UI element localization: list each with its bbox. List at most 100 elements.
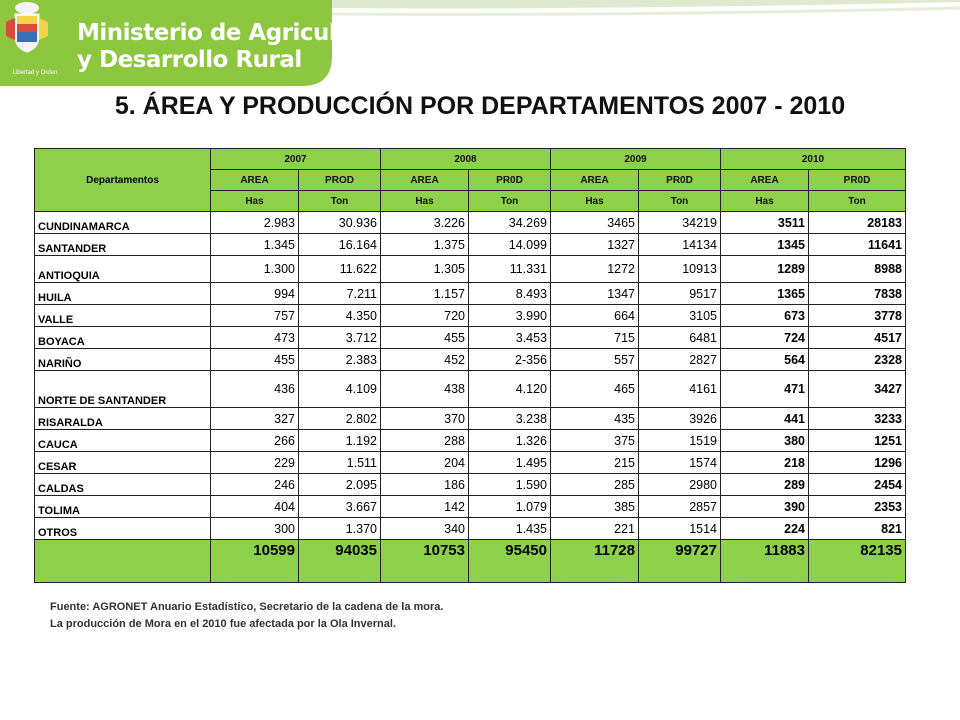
department-name: NORTE DE SANTANDER: [34, 370, 211, 408]
ministry-banner: Libertad y Orden Ministerio de Agricultu…: [0, 0, 960, 88]
department-name: BOYACA: [34, 326, 211, 349]
table-row: VALLE 757 4.350 720 3.990 664 3105 673 3778: [34, 304, 906, 327]
value-cell: 14134: [638, 233, 721, 256]
production-table: Departamentos 2007 2008 2009 2010 AREA P…: [34, 148, 906, 583]
value-cell: 436: [210, 370, 299, 408]
value-cell: 1.495: [468, 451, 551, 474]
value-cell: 34.269: [468, 211, 551, 234]
value-cell: 1327: [550, 233, 639, 256]
measure-header: PROD: [298, 169, 381, 191]
value-cell: 1.511: [298, 451, 381, 474]
value-cell: 6481: [638, 326, 721, 349]
value-cell: 246: [210, 473, 299, 496]
table-row: CESAR 229 1.511 204 1.495 215 1574 218 1296: [34, 451, 906, 474]
totals-row: 10599 94035 10753 95450 11728 99727 1188…: [34, 539, 906, 583]
value-cell: 3926: [638, 407, 721, 430]
department-name: NARIÑO: [34, 348, 211, 371]
unit-header: Has: [380, 190, 469, 212]
value-cell: 455: [210, 348, 299, 371]
value-cell: 452: [380, 348, 469, 371]
value-cell: 3.990: [468, 304, 551, 327]
value-cell: 1574: [638, 451, 721, 474]
value-cell: 1.590: [468, 473, 551, 496]
value-cell: 438: [380, 370, 469, 408]
value-cell: 2.383: [298, 348, 381, 371]
value-cell: 4.109: [298, 370, 381, 408]
measure-header: AREA: [380, 169, 469, 191]
value-cell: 2.802: [298, 407, 381, 430]
table-row: CAUCA 266 1.192 288 1.326 375 1519 380 1251: [34, 429, 906, 452]
value-cell: 11.331: [468, 255, 551, 283]
value-cell: 3.453: [468, 326, 551, 349]
unit-header-row: Has Ton Has Ton Has Ton Has Ton: [35, 190, 906, 212]
measure-header: PR0D: [638, 169, 721, 191]
year-header: 2008: [380, 148, 551, 170]
value-cell: 1.192: [298, 429, 381, 452]
ministry-name: Ministerio de Agricultura y Desarrollo R…: [77, 20, 389, 74]
value-cell: 3511: [720, 211, 809, 234]
value-cell: 2.095: [298, 473, 381, 496]
department-name: OTROS: [34, 517, 211, 540]
total-cell: 94035: [298, 539, 381, 583]
unit-header: Ton: [298, 190, 381, 212]
value-cell: 288: [380, 429, 469, 452]
value-cell: 3.238: [468, 407, 551, 430]
value-cell: 994: [210, 282, 299, 305]
total-cell: 95450: [468, 539, 551, 583]
value-cell: 34219: [638, 211, 721, 234]
value-cell: 380: [720, 429, 809, 452]
department-name: CAUCA: [34, 429, 211, 452]
department-name: ANTIOQUIA: [34, 255, 211, 283]
value-cell: 2857: [638, 495, 721, 518]
value-cell: 4161: [638, 370, 721, 408]
value-cell: 435: [550, 407, 639, 430]
table-row: SANTANDER 1.345 16.164 1.375 14.099 1327 14134…: [34, 233, 906, 256]
value-cell: 10913: [638, 255, 721, 283]
value-cell: 465: [550, 370, 639, 408]
value-cell: 1.435: [468, 517, 551, 540]
value-cell: 7.211: [298, 282, 381, 305]
value-cell: 821: [808, 517, 906, 540]
total-cell: 99727: [638, 539, 721, 583]
value-cell: 3105: [638, 304, 721, 327]
value-cell: 1.345: [210, 233, 299, 256]
value-cell: 1347: [550, 282, 639, 305]
value-cell: 8.493: [468, 282, 551, 305]
department-name: SANTANDER: [34, 233, 211, 256]
value-cell: 3.667: [298, 495, 381, 518]
page-title: 5. ÁREA Y PRODUCCIÓN POR DEPARTAMENTOS 2…: [114, 92, 846, 120]
value-cell: 2-356: [468, 348, 551, 371]
year-header-row: Departamentos 2007 2008 2009 2010: [34, 148, 906, 212]
value-cell: 266: [210, 429, 299, 452]
value-cell: 11641: [808, 233, 906, 256]
department-name: RISARALDA: [34, 407, 211, 430]
value-cell: 300: [210, 517, 299, 540]
department-name: CALDAS: [34, 473, 211, 496]
value-cell: 455: [380, 326, 469, 349]
value-cell: 9517: [638, 282, 721, 305]
value-cell: 664: [550, 304, 639, 327]
total-cell: 82135: [808, 539, 906, 583]
measure-header: AREA: [210, 169, 299, 191]
value-cell: 11.622: [298, 255, 381, 283]
value-cell: 1519: [638, 429, 721, 452]
ministry-line-1: Ministerio de Agricultura: [77, 20, 389, 46]
year-header: 2007: [210, 148, 381, 170]
value-cell: 1296: [808, 451, 906, 474]
value-cell: 375: [550, 429, 639, 452]
ministry-line-2: y Desarrollo Rural: [77, 47, 302, 73]
value-cell: 1365: [720, 282, 809, 305]
colombia-coat-of-arms-icon: [6, 2, 48, 53]
value-cell: 724: [720, 326, 809, 349]
value-cell: 1.305: [380, 255, 469, 283]
table-row: TOLIMA 404 3.667 142 1.079 385 2857 390 2353: [34, 495, 906, 518]
table-row: NARIÑO 455 2.383 452 2-356 557 2827 564 2328: [34, 348, 906, 371]
value-cell: 30.936: [298, 211, 381, 234]
value-cell: 340: [380, 517, 469, 540]
unit-header: Ton: [468, 190, 551, 212]
value-cell: 7838: [808, 282, 906, 305]
measure-header: AREA: [720, 169, 809, 191]
table-row: NORTE DE SANTANDER 436 4.109 438 4.120 465 416…: [34, 370, 906, 408]
totals-label: [34, 539, 211, 583]
value-cell: 1251: [808, 429, 906, 452]
